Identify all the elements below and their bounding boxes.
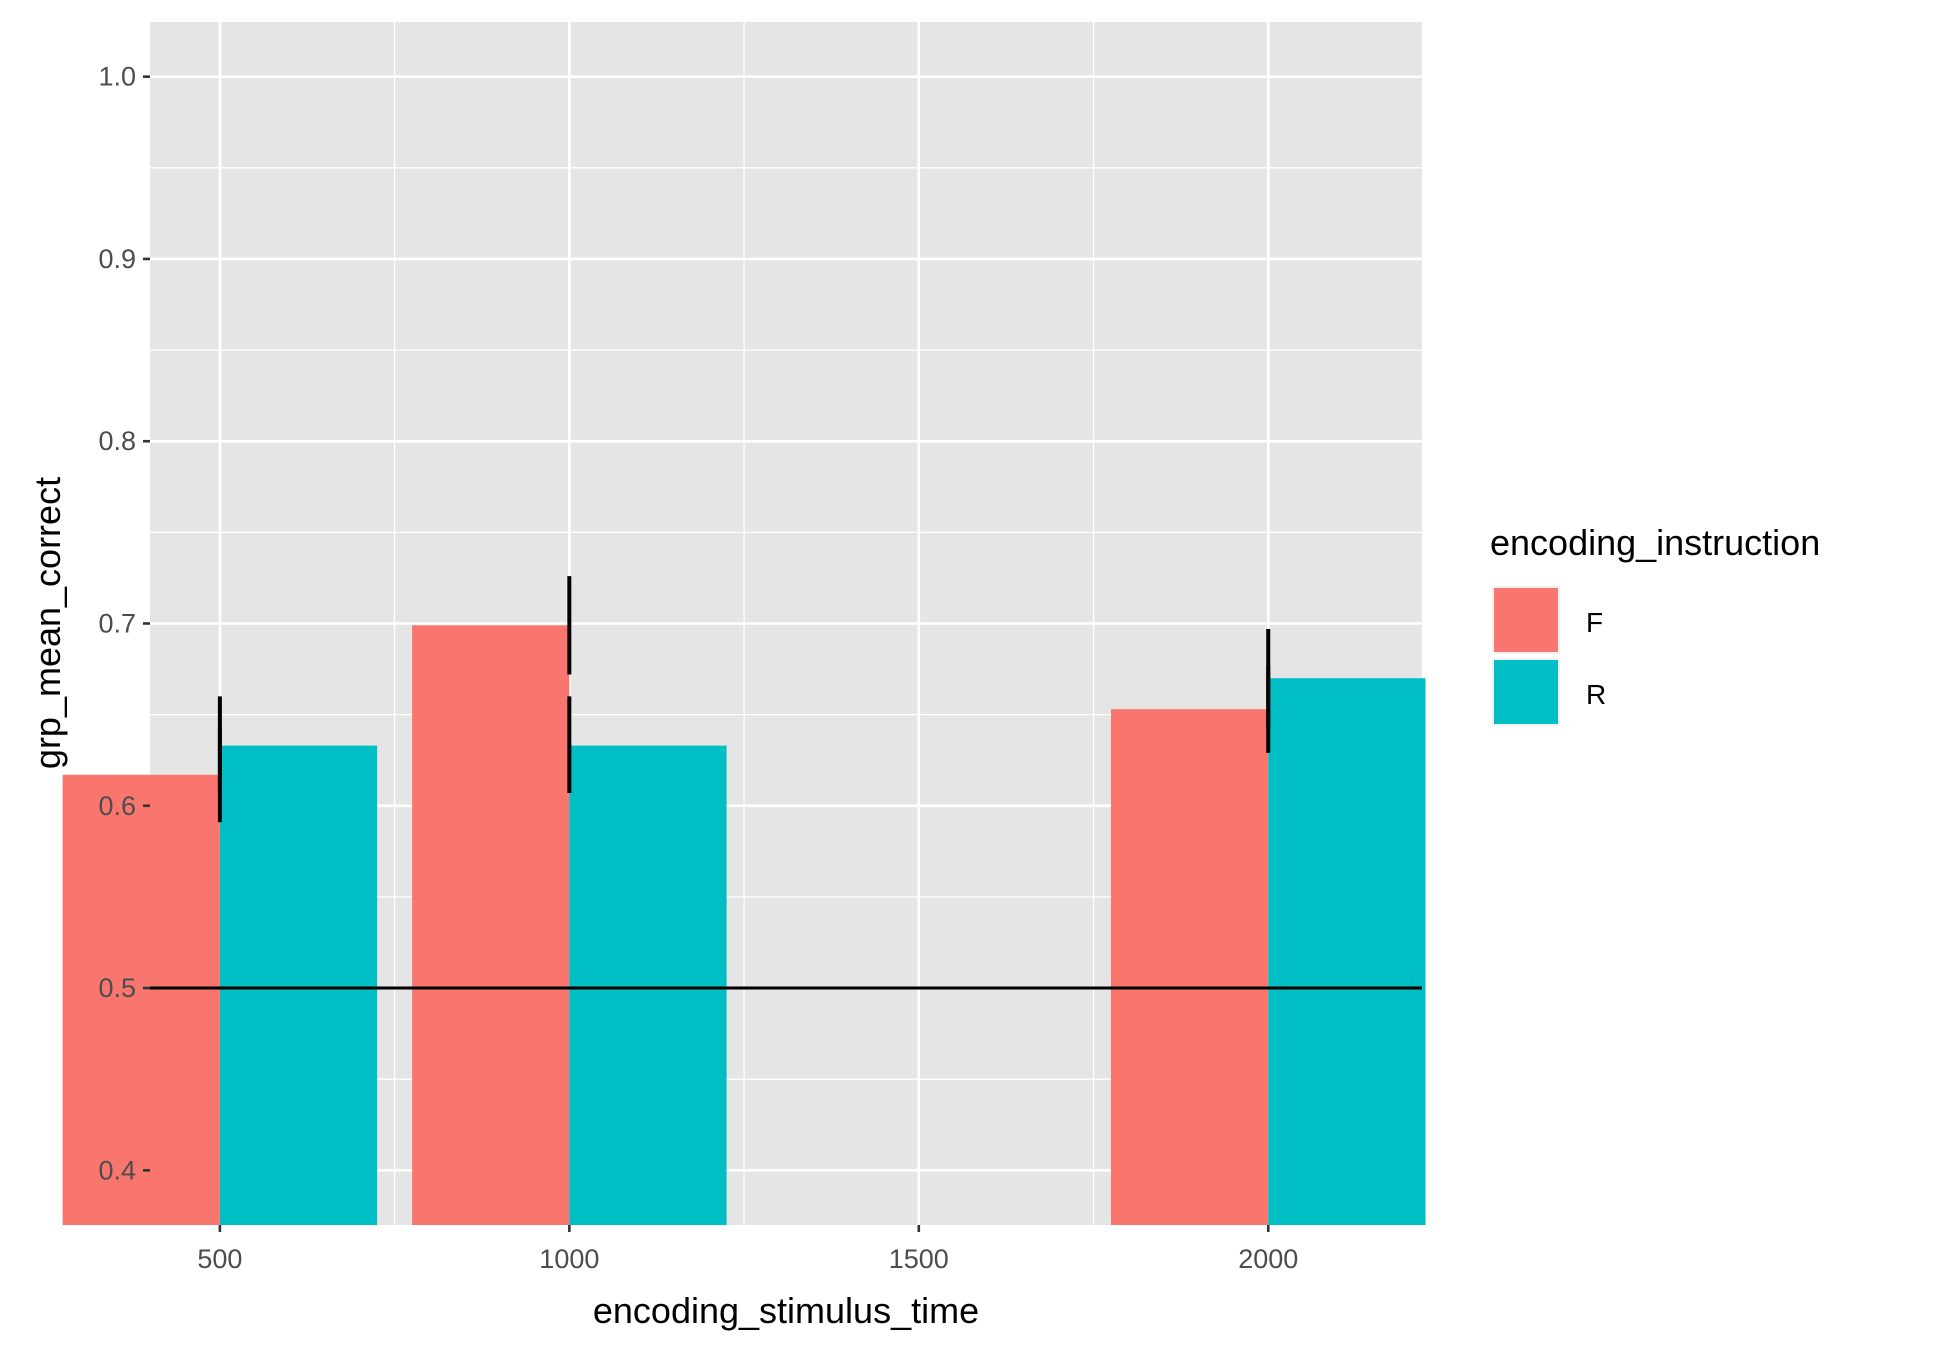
- x-tick-label: 2000: [1238, 1244, 1298, 1274]
- bar-f-1000: [412, 625, 570, 1225]
- bar-f-500: [62, 774, 220, 1225]
- y-tick-label: 1.0: [98, 62, 136, 92]
- y-tick-label: 0.4: [98, 1155, 136, 1185]
- bar-r-1000: [569, 745, 727, 1225]
- y-axis: 0.4 0.5 0.6 0.7 0.8 0.9 1.0: [98, 62, 150, 1185]
- y-tick-label: 0.8: [98, 426, 136, 456]
- legend: encoding_instruction F R: [1490, 522, 1820, 726]
- x-axis-title: encoding_stimulus_time: [593, 1290, 979, 1331]
- bar-r-2000: [1268, 678, 1426, 1225]
- y-tick-label: 0.5: [98, 973, 136, 1003]
- legend-swatch-f: [1494, 588, 1558, 652]
- x-axis: 500 1000 1500 2000: [197, 1225, 1298, 1274]
- error-bars: [217, 576, 1271, 823]
- y-axis-title: grp_mean_correct: [27, 477, 68, 769]
- legend-label-f: F: [1586, 607, 1603, 638]
- legend-title: encoding_instruction: [1490, 522, 1820, 563]
- y-tick-label: 0.7: [98, 609, 136, 639]
- y-tick-label: 0.9: [98, 244, 136, 274]
- x-tick-label: 1500: [889, 1244, 949, 1274]
- bar-f-2000: [1110, 709, 1269, 1225]
- bar-r-500: [219, 745, 378, 1225]
- x-tick-label: 500: [197, 1244, 242, 1274]
- bars: [62, 625, 1426, 1225]
- legend-label-r: R: [1586, 679, 1606, 710]
- x-tick-label: 1000: [539, 1244, 599, 1274]
- y-tick-label: 0.6: [98, 791, 136, 821]
- legend-swatch-r: [1494, 660, 1558, 724]
